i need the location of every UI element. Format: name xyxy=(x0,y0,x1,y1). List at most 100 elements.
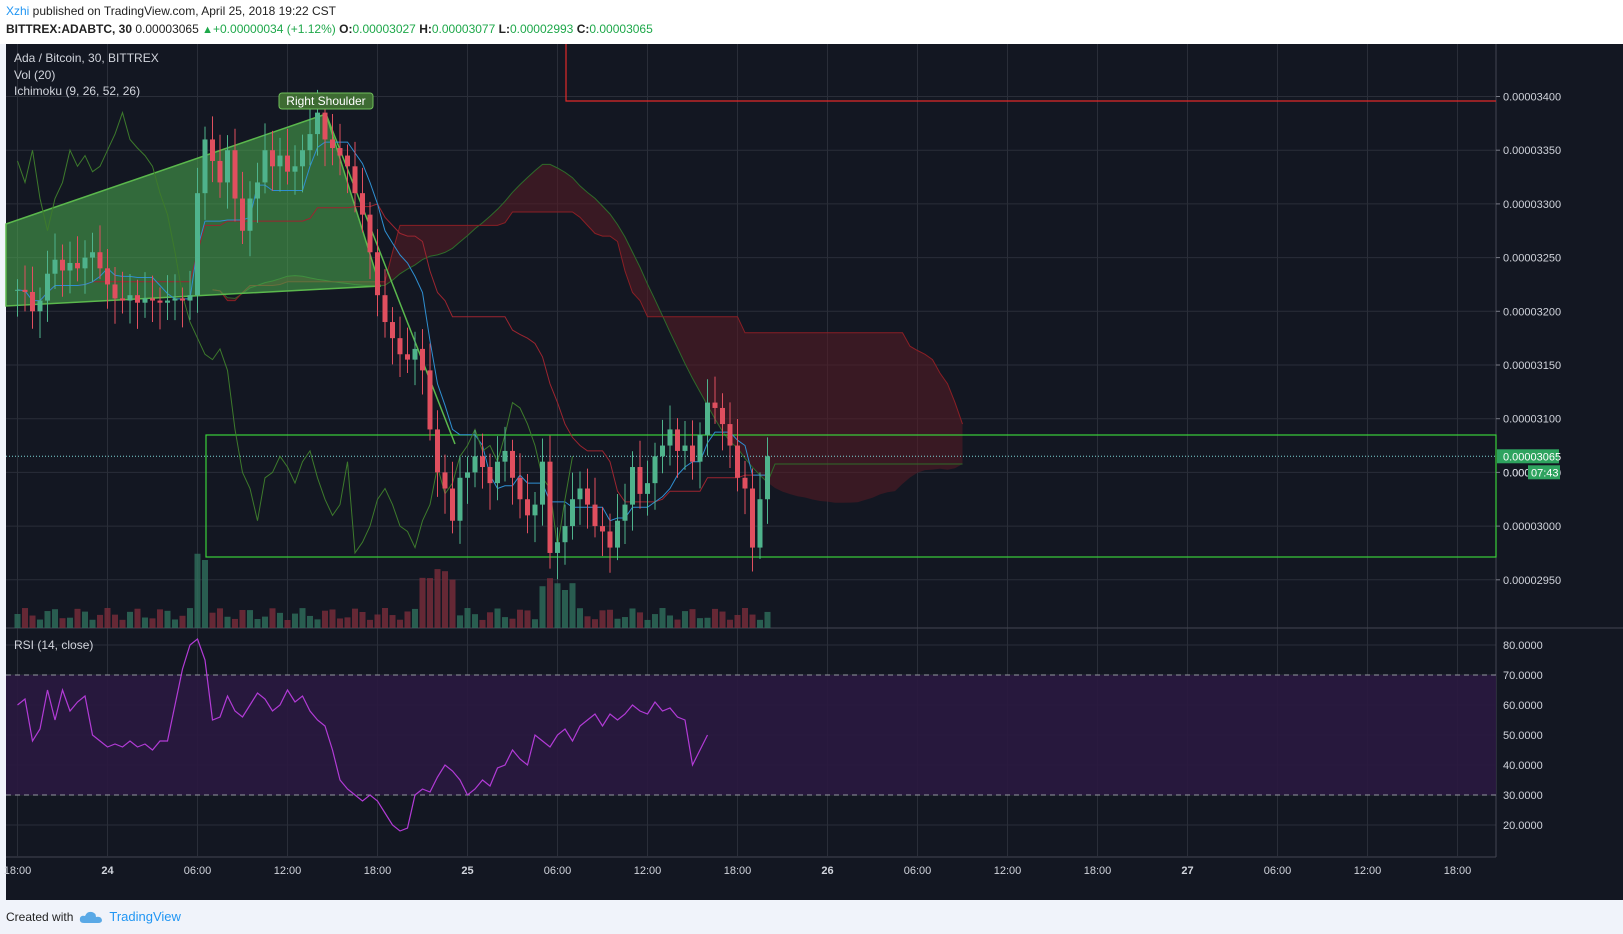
rsi-tick-label: 50.0000 xyxy=(1503,730,1543,742)
time-tick-label: 18:00 xyxy=(724,865,752,877)
volume-bar xyxy=(29,615,36,628)
candle-body xyxy=(615,520,620,548)
volume-bar xyxy=(592,619,598,628)
candle-body xyxy=(382,295,388,323)
volume-bar xyxy=(247,610,253,628)
volume-bar xyxy=(517,609,523,628)
high-label: H: xyxy=(419,22,432,36)
footer: Created with TradingView xyxy=(6,909,181,924)
candle-body xyxy=(300,150,305,167)
volume-bar xyxy=(67,617,73,628)
right-shoulder-label: Right Shoulder xyxy=(286,94,365,108)
ichimoku-lines xyxy=(17,110,768,555)
countdown-price-prefix: 0.000 xyxy=(1503,467,1531,479)
candle-body xyxy=(330,139,335,149)
volume-bars xyxy=(14,553,771,628)
price-chart[interactable]: 0.00003400 0.00003350 0.00003300 0.00003250… xyxy=(0,44,1623,900)
open-value: 0.00003027 xyxy=(352,22,416,36)
volume-bar xyxy=(277,612,283,628)
volume-bar xyxy=(442,571,448,628)
volume-bar xyxy=(569,583,576,628)
open-label: O: xyxy=(339,22,353,36)
volume-bar xyxy=(217,608,223,628)
last-price-tag-label: 0.00003065 xyxy=(1503,451,1561,463)
candle-body xyxy=(450,488,455,521)
last-price: 0.00003065 xyxy=(135,22,199,36)
publish-info: published on TradingView.com, April 25, … xyxy=(29,4,336,18)
volume-bar xyxy=(164,610,171,628)
volume-bar xyxy=(187,608,193,628)
volume-bar xyxy=(502,617,508,628)
volume-bar xyxy=(352,608,358,628)
candle-body xyxy=(697,434,703,462)
countdown-tag xyxy=(1528,465,1560,480)
volume-bar xyxy=(382,608,388,628)
candle-body xyxy=(307,134,313,151)
rsi-tick-label: 70.0000 xyxy=(1503,670,1543,682)
time-tick-label: 18:00 xyxy=(364,865,392,877)
rsi-tick-label: 30.0000 xyxy=(1503,790,1543,802)
legend-ichimoku: Ichimoku (9, 26, 52, 26) xyxy=(14,84,140,98)
volume-bar xyxy=(689,609,696,628)
volume-bar xyxy=(562,589,568,628)
volume-bar xyxy=(764,611,771,628)
green-range xyxy=(205,434,1497,558)
candle-body xyxy=(22,289,28,292)
time-tick-label: 18:00 xyxy=(4,865,32,877)
candle-body xyxy=(217,160,223,183)
low-label: L: xyxy=(498,22,510,36)
volume-bar xyxy=(667,615,673,628)
candle-body xyxy=(270,150,275,167)
volume-bar xyxy=(607,609,613,628)
candle-body xyxy=(577,488,583,500)
price-tick-label: 0.00003150 xyxy=(1503,360,1561,372)
symbol-line: BITTREX:ADABTC, 30 0.00003065 ▲+0.000000… xyxy=(6,22,653,36)
candle-body xyxy=(202,139,208,194)
volume-bar xyxy=(389,615,396,628)
legend-main: Ada / Bitcoin, 30, BITTREX xyxy=(14,51,159,65)
tradingview-link[interactable]: TradingView xyxy=(109,909,181,924)
volume-bar xyxy=(142,617,148,628)
volume-bar xyxy=(472,614,478,628)
rsi-tick-label: 60.0000 xyxy=(1503,700,1543,712)
cloud-fill xyxy=(212,164,963,503)
volume-bar xyxy=(644,619,651,628)
volume-bar xyxy=(329,609,336,628)
volume-bar xyxy=(457,615,463,628)
volume-bar xyxy=(209,612,216,628)
candle-body xyxy=(142,298,148,303)
volume-bar xyxy=(344,617,351,628)
volume-bar xyxy=(134,608,141,628)
volume-bar xyxy=(622,617,628,628)
volume-bar xyxy=(412,608,418,628)
volume-bar xyxy=(742,608,748,628)
candle-body xyxy=(592,504,598,527)
countdown-label: 07:43 xyxy=(1531,467,1559,479)
candle-body xyxy=(390,322,395,339)
kijun-line xyxy=(17,203,768,503)
candle-body xyxy=(97,252,103,269)
volume-bar xyxy=(104,608,111,628)
candle-body xyxy=(127,295,133,301)
candle-body xyxy=(660,445,665,457)
candle-body xyxy=(645,483,650,494)
candle-body xyxy=(225,150,230,183)
arrow-up-icon: ▲ xyxy=(202,24,213,36)
candle-body xyxy=(292,166,298,172)
candle-body xyxy=(502,450,508,462)
price-tick-label: 0.00003350 xyxy=(1503,145,1561,157)
rsi-band xyxy=(6,675,1496,795)
rsi-pane xyxy=(6,638,1496,832)
candle-body xyxy=(210,139,215,161)
candle-body xyxy=(570,499,575,527)
author-link[interactable]: Xzhi xyxy=(6,4,30,18)
close-value: 0.00003065 xyxy=(589,22,653,36)
price-tick-label: 0.00003000 xyxy=(1503,521,1561,533)
candle-body xyxy=(112,284,118,299)
candlesticks xyxy=(15,89,770,580)
volume-bar xyxy=(157,609,163,628)
candle-body xyxy=(465,472,470,478)
candle-body xyxy=(742,477,748,489)
price-tick-label: 0.00003400 xyxy=(1503,92,1561,104)
time-tick-label: 12:00 xyxy=(1354,865,1382,877)
